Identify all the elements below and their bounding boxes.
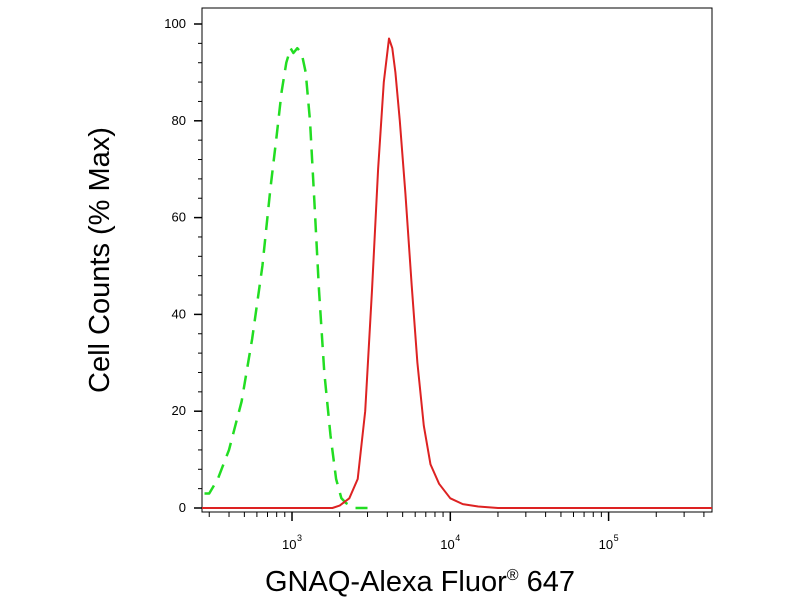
y-tick-label: 20 bbox=[172, 403, 186, 418]
x-axis-label-mark: ® bbox=[507, 567, 519, 584]
y-tick-label: 100 bbox=[164, 16, 186, 31]
x-axis-label-main: GNAQ-Alexa Fluor bbox=[265, 566, 507, 598]
x-axis-label-tail: 647 bbox=[519, 566, 575, 598]
x-tick-exponent: 4 bbox=[455, 533, 460, 543]
x-tick-exponent: 3 bbox=[297, 533, 302, 543]
control-histogram-line bbox=[204, 46, 368, 510]
y-tick-label: 0 bbox=[179, 500, 186, 515]
x-axis-label: GNAQ-Alexa Fluor® 647 bbox=[265, 566, 575, 598]
x-tick-label: 10 bbox=[440, 537, 454, 552]
x-tick-exponent: 5 bbox=[614, 533, 619, 543]
plot-frame bbox=[201, 7, 713, 513]
x-axis: 10 3 10 4 10 5 bbox=[208, 512, 705, 552]
y-tick-label: 40 bbox=[172, 306, 186, 321]
y-axis-label: Cell Counts (% Max) bbox=[84, 127, 116, 393]
y-axis: 0 20 40 60 80 100 bbox=[164, 16, 202, 515]
y-tick-label: 60 bbox=[172, 210, 186, 225]
series-group bbox=[202, 37, 712, 510]
y-tick-label: 80 bbox=[172, 113, 186, 128]
sample-histogram-line bbox=[202, 37, 712, 509]
x-tick-label: 10 bbox=[599, 537, 613, 552]
x-tick-label: 10 bbox=[282, 537, 296, 552]
